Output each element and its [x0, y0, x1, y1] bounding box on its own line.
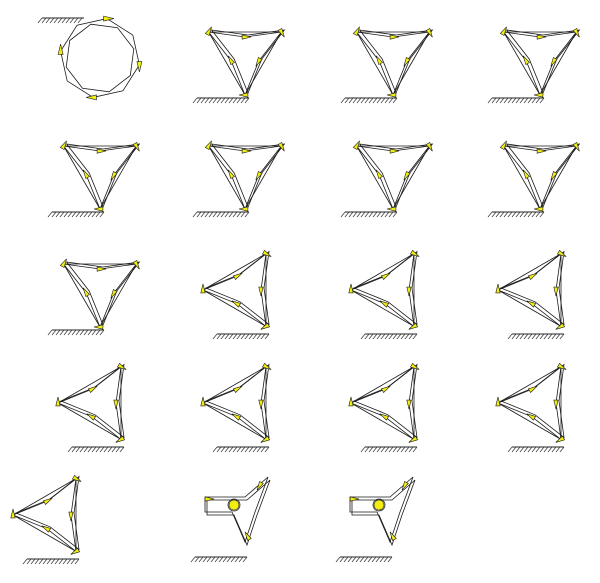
- mechanism-4: [487, 26, 581, 104]
- mechanism-6: [192, 140, 286, 218]
- mechanism-8: [487, 140, 581, 218]
- mechanism-11: [348, 249, 420, 340]
- mechanism-3: [340, 26, 434, 104]
- mechanism-2: [192, 26, 286, 104]
- mechanism-10: [200, 249, 272, 340]
- mechanism-12: [495, 249, 567, 340]
- mechanism-17: [10, 474, 82, 565]
- mechanism-9: [47, 258, 141, 336]
- mechanism-1: [37, 15, 143, 101]
- mechanism-15: [348, 362, 420, 453]
- mechanism-16: [495, 362, 567, 453]
- mechanism-19: [335, 476, 416, 563]
- mechanism-5: [47, 140, 141, 218]
- mechanism-14: [200, 362, 272, 453]
- mechanism-18: [190, 476, 271, 563]
- mechanism-13: [55, 362, 127, 453]
- mechanism-7: [340, 140, 434, 218]
